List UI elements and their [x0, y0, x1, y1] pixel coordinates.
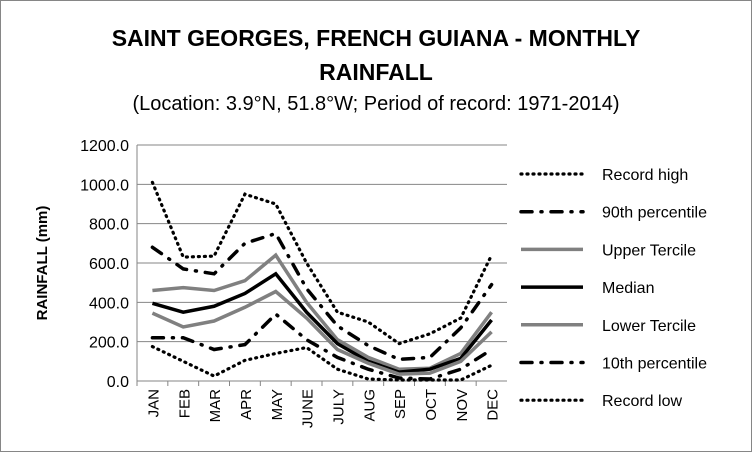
y-tick-label: 1200.0 — [80, 138, 129, 155]
y-tick-label: 400.0 — [89, 295, 129, 312]
y-tick-label: 600.0 — [89, 256, 129, 273]
series-line-10th-percentile — [150, 311, 494, 381]
x-tick-label: MAY — [269, 389, 286, 420]
x-tick-label: JAN — [145, 389, 162, 417]
series-line-median — [151, 271, 493, 374]
series-line-upper-tercile — [152, 252, 493, 371]
x-tick-label: APR — [238, 389, 255, 420]
legend-label: Record high — [602, 167, 688, 184]
legend-label: 10th percentile — [602, 356, 707, 373]
series-line-lower-tercile — [151, 289, 493, 376]
legend-label: Record low — [602, 393, 682, 410]
x-tick-label: AUG — [361, 389, 378, 422]
chart-subtitle: (Location: 3.9°N, 51.8°W; Period of reco… — [132, 93, 620, 115]
y-tick-label: 200.0 — [89, 335, 129, 352]
x-tick-label: MAR — [207, 389, 224, 423]
y-axis-label: RAINFALL (mm) — [34, 206, 51, 321]
chart-title-line2: RAINFALL — [319, 59, 433, 85]
y-tick-label: 0.0 — [107, 374, 129, 391]
series-line-record-high — [150, 180, 494, 346]
y-tick-label: 800.0 — [89, 217, 129, 234]
series-line-90th-percentile — [150, 231, 494, 362]
x-tick-label: JULY — [330, 389, 347, 425]
legend-label: 90th percentile — [602, 205, 707, 222]
x-tick-label: DEC — [485, 389, 502, 421]
x-tick-label: JUNE — [300, 389, 317, 428]
legend-label: Median — [602, 280, 654, 297]
series-line-record-low — [150, 344, 494, 382]
legend-label: Lower Tercile — [602, 318, 696, 335]
chart-title-line1: SAINT GEORGES, FRENCH GUIANA - MONTHLY — [111, 25, 641, 51]
x-tick-label: OCT — [423, 389, 440, 421]
y-tick-label: 1000.0 — [80, 177, 129, 194]
x-tick-label: NOV — [454, 389, 471, 422]
x-tick-label: SEP — [392, 389, 409, 419]
x-tick-label: FEB — [176, 389, 193, 418]
legend-label: Upper Tercile — [602, 242, 696, 259]
